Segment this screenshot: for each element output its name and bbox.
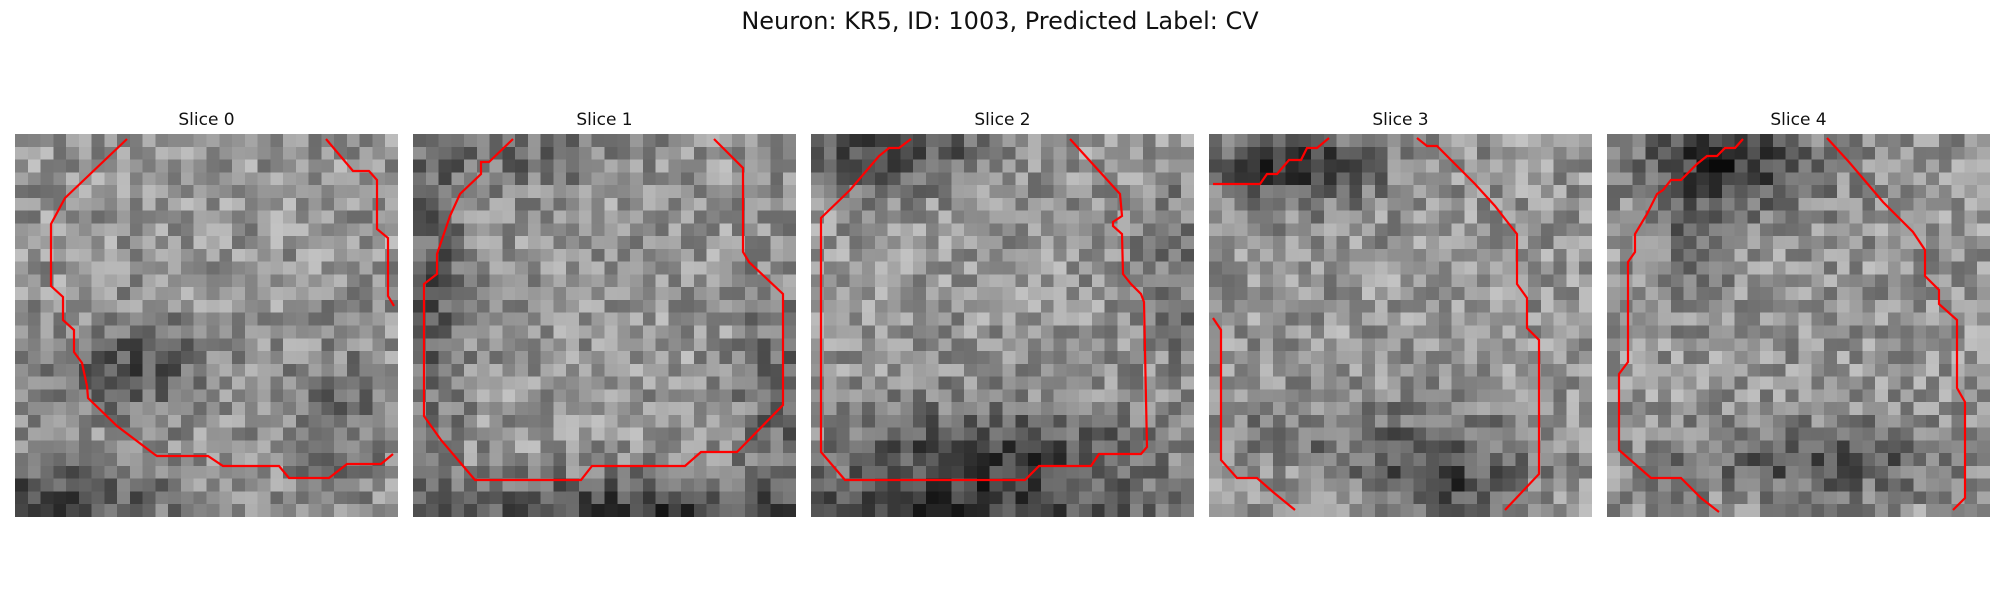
figure-title: Neuron: KR5, ID: 1003, Predicted Label: … bbox=[741, 7, 1259, 35]
slice-1-contour bbox=[422, 138, 785, 482]
panel-title-slice-0: Slice 0 bbox=[178, 110, 235, 130]
panel-title-slice-2: Slice 2 bbox=[974, 110, 1031, 130]
panel-title-slice-4: Slice 4 bbox=[1770, 110, 1827, 130]
panel-title-slice-3: Slice 3 bbox=[1372, 110, 1429, 130]
slice-1-image bbox=[413, 134, 796, 517]
slice-3-contour bbox=[1212, 137, 1541, 511]
slice-4-image bbox=[1607, 134, 1990, 517]
slice-4-contour bbox=[1617, 137, 1967, 513]
slice-2-contour bbox=[819, 138, 1149, 482]
slice-0-image bbox=[15, 134, 398, 517]
slice-3-image bbox=[1209, 134, 1592, 517]
slice-0-contour bbox=[49, 138, 395, 480]
panel-title-slice-1: Slice 1 bbox=[576, 110, 633, 130]
